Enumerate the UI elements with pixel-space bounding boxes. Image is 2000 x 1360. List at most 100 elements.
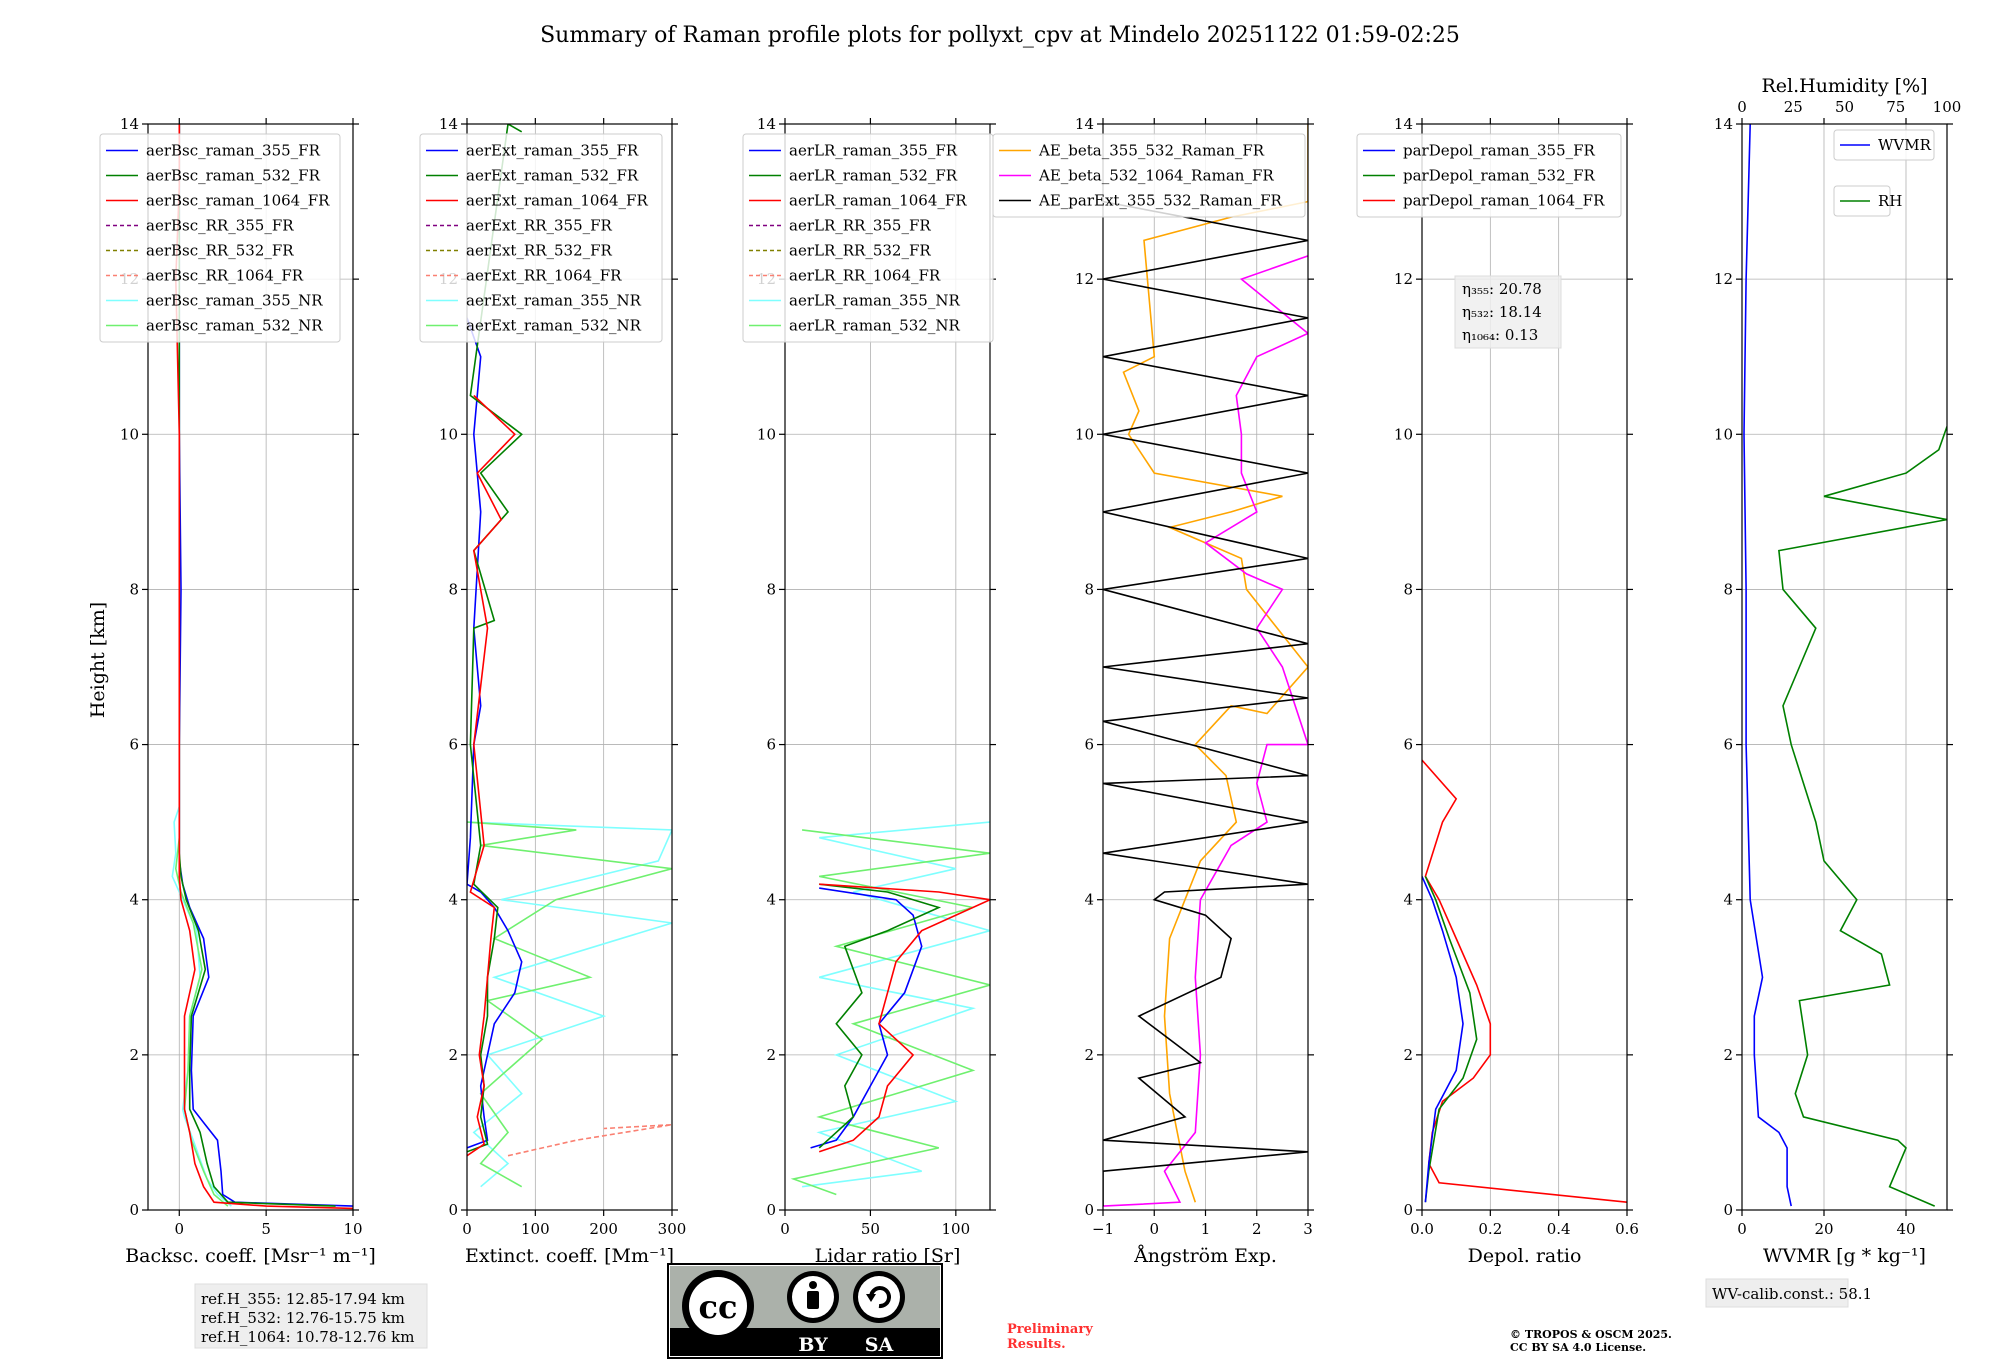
y-tick-label: 6: [766, 736, 776, 754]
series-line-depol-0: [1422, 759, 1627, 1203]
series-line-wv-1: [1778, 426, 1947, 1207]
legend-label: aerLR_raman_1064_FR: [789, 192, 967, 210]
legend-label: aerExt_RR_355_FR: [466, 217, 613, 235]
legend-box: [1356, 133, 1622, 218]
y-tick-label: 14: [1714, 115, 1733, 133]
x-tick-label: 0.4: [1547, 1220, 1571, 1238]
copyright-line2: CC BY SA 4.0 License.: [1510, 1341, 1646, 1354]
series-group-bsc: [171, 124, 353, 1210]
panels: 051002468101214Backsc. coeff. [Msr⁻¹ m⁻¹…: [99, 75, 1962, 1267]
legend-label: aerLR_raman_532_NR: [789, 317, 960, 335]
y-tick-label: 2: [1403, 1046, 1413, 1064]
y-tick-label: 4: [448, 891, 458, 909]
x-tick-label: 0.6: [1615, 1220, 1639, 1238]
x-tick-label: 0: [780, 1220, 790, 1238]
cc-text: cc: [699, 1288, 738, 1326]
axes-frame: [784, 123, 991, 1211]
legend-label: aerExt_raman_355_NR: [466, 292, 642, 310]
legend-label: aerLR_RR_1064_FR: [789, 267, 941, 285]
y-tick-label: 2: [129, 1046, 139, 1064]
x-tick-label: 200: [589, 1220, 618, 1238]
series-line-ext-5: [467, 394, 516, 1157]
x-tick-label: 0: [1149, 1220, 1159, 1238]
legend-label: AE_beta_532_1064_Raman_FR: [1038, 167, 1274, 185]
legend-label: aerLR_raman_355_FR: [789, 142, 958, 160]
top-tick-label: 50: [1835, 98, 1854, 116]
y-tick-label: 2: [1723, 1046, 1733, 1064]
top-tick-label: 75: [1886, 98, 1905, 116]
series-line-lr-1: [790, 829, 990, 1196]
y-tick-label: 12: [1394, 270, 1413, 288]
series-line-ext-3: [467, 317, 523, 1149]
y-tick-label: 10: [120, 425, 139, 443]
series-line-depol-2: [1422, 876, 1464, 1203]
y-tick-label: 4: [129, 891, 139, 909]
series-line-ae-1: [1103, 255, 1308, 1207]
preliminary-line2: Results.: [1007, 1337, 1066, 1352]
x-tick-label: 50: [861, 1220, 880, 1238]
y-tick-label: 6: [1403, 736, 1413, 754]
legend-label: aerBsc_RR_532_FR: [146, 242, 294, 260]
y-tick-label: 0: [766, 1201, 776, 1219]
x-tick-label: 0: [174, 1220, 184, 1238]
y-tick-label: 14: [1075, 115, 1094, 133]
annotation-line: η₅₃₂: 18.14: [1462, 303, 1542, 321]
x-tick-label: 0: [1737, 1220, 1747, 1238]
legend-label: AE_beta_355_532_Raman_FR: [1038, 142, 1265, 160]
legend-label: aerBsc_raman_1064_FR: [146, 192, 330, 210]
legend-depol: parDepol_raman_355_FR parDepol_raman_532_…: [1356, 133, 1622, 218]
y-tick-label: 8: [1403, 580, 1413, 598]
annotation-line: η₁₀₆₄: 0.13: [1462, 326, 1538, 344]
series-line-ae-2: [1103, 200, 1308, 1207]
series-line-bsc-0: [171, 806, 232, 1207]
y-tick-label: 0: [1084, 1201, 1094, 1219]
y-tick-label: 14: [120, 115, 139, 133]
top-tick-label: 25: [1784, 98, 1803, 116]
y-tick-label: 6: [1084, 736, 1094, 754]
x-axis-label-ext: Extinct. coeff. [Mm⁻¹]: [465, 1245, 674, 1267]
y-tick-label: 8: [1723, 580, 1733, 598]
series-line-bsc-2: [178, 124, 353, 1207]
legend-ae: AE_beta_355_532_Raman_FR AE_beta_532_1064…: [992, 133, 1306, 218]
series-line-bsc-1: [174, 837, 229, 1207]
axes-frame: [466, 123, 673, 1211]
y-tick-label: 8: [129, 580, 139, 598]
annotation-box: [1454, 275, 1562, 349]
legend-box: [419, 133, 663, 343]
y-tick-label: 4: [1084, 891, 1094, 909]
preliminary-line1: Preliminary: [1007, 1322, 1093, 1337]
refh-1064: ref.H_1064: 10.78-12.76 km: [201, 1328, 414, 1346]
axes-frame: [147, 123, 354, 1211]
reference-heights-box: ref.H_355: 12.85-17.94 km ref.H_532: 12.…: [194, 1283, 428, 1349]
legend-label: parDepol_raman_355_FR: [1403, 142, 1596, 160]
x-tick-label: 20: [1814, 1220, 1833, 1238]
x-axis-label-lr: Lidar ratio [Sr]: [815, 1245, 961, 1267]
top-axis-label: Rel.Humidity [%]: [1761, 75, 1927, 97]
x-axis-label-ae: Ångström Exp.: [1133, 1245, 1277, 1267]
legend-ext: aerExt_raman_355_FR aerExt_raman_532_FRae…: [419, 133, 663, 343]
legend-label: parDepol_raman_1064_FR: [1403, 192, 1605, 210]
y-tick-label: 10: [1714, 425, 1733, 443]
legend-label: aerLR_raman_532_FR: [789, 167, 958, 185]
x-tick-label: 0: [462, 1220, 472, 1238]
legend-label: aerExt_RR_1064_FR: [466, 267, 622, 285]
y-tick-label: 4: [1723, 891, 1733, 909]
series-group-ext: [467, 124, 672, 1188]
legend-box: [99, 133, 341, 343]
series-group-ae: [1103, 124, 1308, 1207]
legend-entry-wvmr: WVMR: [1833, 129, 1935, 161]
series-line-ext-0: [467, 821, 672, 1188]
x-tick-label: 40: [1896, 1220, 1915, 1238]
y-tick-label: 8: [448, 580, 458, 598]
legend-label: aerLR_raman_355_NR: [789, 292, 960, 310]
x-tick-label: −1: [1092, 1220, 1114, 1238]
y-tick-label: 14: [439, 115, 458, 133]
panel-lr: 05010002468101214Lidar ratio [Sr]aerLR_r…: [742, 115, 996, 1267]
y-tick-label: 0: [448, 1201, 458, 1219]
wv-calib-box: WV-calib.const.: 58.1: [1705, 1278, 1872, 1308]
x-axis-label-bsc: Backsc. coeff. [Msr⁻¹ m⁻¹]: [125, 1245, 376, 1267]
top-tick-label: 100: [1933, 98, 1962, 116]
y-tick-label: 12: [1075, 270, 1094, 288]
y-tick-label: 10: [1394, 425, 1413, 443]
legend-label: aerBsc_raman_532_FR: [146, 167, 321, 185]
